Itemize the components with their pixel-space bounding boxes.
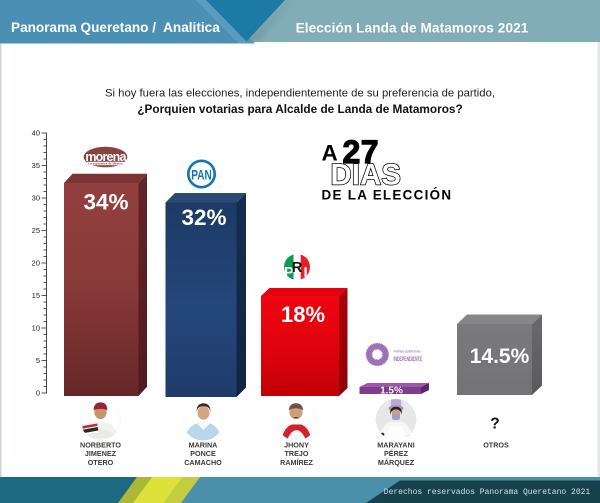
svg-text:35: 35 xyxy=(32,161,40,170)
svg-text:morena: morena xyxy=(85,150,127,164)
svg-text:14.5%: 14.5% xyxy=(470,345,530,368)
svg-text:18%: 18% xyxy=(281,302,325,327)
svg-text:32%: 32% xyxy=(181,205,226,230)
svg-text:PARTIDO QUERETANO: PARTIDO QUERETANO xyxy=(394,350,422,354)
svg-text:OTERO: OTERO xyxy=(88,458,114,467)
svg-text:1.5%: 1.5% xyxy=(380,386,403,397)
svg-text:34%: 34% xyxy=(83,190,128,215)
svg-text:JHONY: JHONY xyxy=(284,441,309,450)
svg-text:Si hoy fuera las elecciones, i: Si hoy fuera las elecciones, independien… xyxy=(105,88,495,100)
svg-text:10: 10 xyxy=(32,324,40,333)
svg-text:¿Porquien votarias para Alcald: ¿Porquien votarias para Alcalde de Landa… xyxy=(137,102,462,116)
svg-text:20: 20 xyxy=(32,259,40,268)
svg-text:40: 40 xyxy=(32,129,40,138)
svg-text:INDEPENDIENTE: INDEPENDIENTE xyxy=(394,357,423,363)
svg-text:I: I xyxy=(304,264,308,281)
svg-text:PONCE: PONCE xyxy=(190,449,216,458)
svg-text:15: 15 xyxy=(32,291,40,300)
svg-text:5: 5 xyxy=(36,356,40,365)
svg-text:MARAYANI: MARAYANI xyxy=(377,441,414,450)
svg-text:DIAS: DIAS xyxy=(331,159,402,191)
svg-text:0: 0 xyxy=(36,389,40,398)
svg-text:TREJO: TREJO xyxy=(285,449,309,458)
svg-text:DE LA ELECCIÓN: DE LA ELECCIÓN xyxy=(322,187,453,202)
svg-text:NORBERTO: NORBERTO xyxy=(80,441,121,450)
svg-text:?: ? xyxy=(490,416,499,433)
svg-text:MÁRQUEZ: MÁRQUEZ xyxy=(378,458,415,467)
svg-text:Derechos reservados Panorama Q: Derechos reservados Panorama Queretano 2… xyxy=(384,488,591,497)
svg-text:A: A xyxy=(322,140,338,165)
svg-text:MARINA: MARINA xyxy=(189,441,218,450)
svg-text:Elección Landa de Matamoros 20: Elección Landa de Matamoros 2021 xyxy=(296,21,529,36)
svg-text:30: 30 xyxy=(32,194,40,203)
svg-text:PÉREZ: PÉREZ xyxy=(384,449,409,458)
svg-text:R: R xyxy=(292,259,303,276)
svg-text:RAMÍREZ: RAMÍREZ xyxy=(280,458,313,467)
svg-text:OTROS: OTROS xyxy=(483,441,509,450)
svg-text:CAMACHO: CAMACHO xyxy=(184,458,222,467)
svg-text:PAN: PAN xyxy=(191,166,212,182)
svg-text:P: P xyxy=(284,265,294,281)
svg-text:Panorama Queretano / Analitic: Panorama Queretano / Analitica xyxy=(11,20,220,35)
svg-text:JIMENEZ: JIMENEZ xyxy=(85,449,117,458)
svg-text:25: 25 xyxy=(32,226,40,235)
svg-text:La esperanza de México: La esperanza de México xyxy=(88,162,123,166)
svg-text:27: 27 xyxy=(343,134,380,170)
